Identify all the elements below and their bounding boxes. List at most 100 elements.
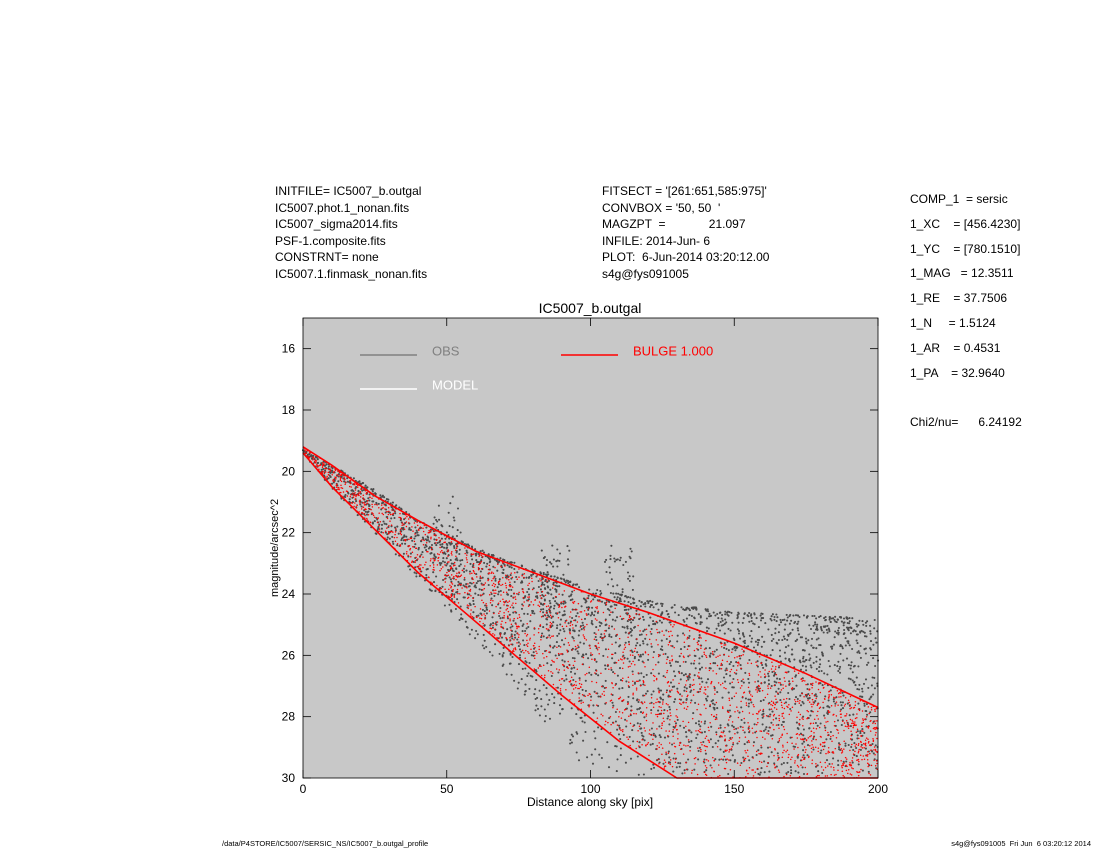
obs-point <box>343 480 346 483</box>
obs-point <box>823 672 826 675</box>
obs-point <box>612 585 615 588</box>
bulge-point <box>731 745 733 748</box>
obs-point <box>582 597 585 600</box>
obs-point <box>661 648 664 652</box>
obs-point <box>558 611 561 614</box>
bulge-point <box>581 663 584 666</box>
obs-point <box>543 720 546 723</box>
obs-point <box>524 683 527 686</box>
bulge-point <box>572 664 575 667</box>
bulge-point <box>600 713 602 715</box>
bulge-point <box>526 633 529 636</box>
bulge-point <box>815 728 818 730</box>
bulge-point <box>440 568 443 570</box>
bulge-point <box>841 751 844 753</box>
header-left-line: IC5007_sigma2014.fits <box>275 217 398 231</box>
bulge-point <box>575 680 577 683</box>
obs-point <box>841 691 844 694</box>
bulge-point <box>828 690 831 692</box>
bulge-point <box>603 636 605 639</box>
obs-point <box>536 595 539 598</box>
obs-point <box>810 644 813 647</box>
obs-point <box>710 725 713 728</box>
bulge-point <box>688 630 691 632</box>
obs-point <box>595 660 598 663</box>
bulge-point <box>689 673 691 676</box>
bulge-point <box>842 764 844 767</box>
obs-point <box>786 619 789 622</box>
obs-point <box>864 709 867 713</box>
obs-point <box>673 700 676 703</box>
obs-point <box>836 719 840 722</box>
obs-point <box>436 520 439 523</box>
bulge-point <box>545 650 548 652</box>
bulge-point <box>745 704 748 706</box>
bulge-point <box>794 700 797 703</box>
bulge-point <box>749 698 752 701</box>
bulge-point <box>827 709 830 712</box>
obs-point <box>750 637 754 640</box>
obs-point <box>475 559 478 562</box>
obs-point <box>683 769 686 772</box>
obs-point <box>563 613 566 616</box>
bulge-point <box>661 747 664 749</box>
obs-point <box>624 718 627 721</box>
obs-point <box>355 500 358 503</box>
obs-point <box>799 694 802 697</box>
obs-point <box>626 620 629 623</box>
bulge-point <box>847 722 849 724</box>
bulge-point <box>770 668 773 670</box>
obs-point <box>492 622 495 625</box>
bulge-point <box>750 662 753 665</box>
bulge-point <box>833 720 836 723</box>
bulge-point <box>339 478 342 480</box>
obs-point <box>502 558 505 561</box>
obs-point <box>406 538 409 541</box>
bulge-point <box>492 624 494 627</box>
obs-point <box>621 625 624 628</box>
bulge-point <box>745 702 748 704</box>
bulge-point <box>561 677 564 680</box>
obs-point <box>806 754 809 757</box>
bulge-point <box>617 659 620 662</box>
bulge-point <box>760 682 763 684</box>
bulge-point <box>610 611 612 613</box>
bulge-point <box>396 536 398 539</box>
obs-point <box>468 544 471 547</box>
bulge-point <box>781 706 784 709</box>
bulge-point <box>669 763 671 766</box>
bulge-point <box>469 588 472 591</box>
bulge-point <box>671 634 673 637</box>
bulge-point <box>642 711 645 714</box>
obs-point <box>472 603 475 606</box>
bulge-point <box>725 745 727 747</box>
bulge-point <box>499 600 502 603</box>
obs-point <box>767 755 770 758</box>
obs-point <box>674 722 678 725</box>
bulge-point <box>676 690 679 693</box>
obs-point <box>723 642 726 645</box>
bulge-point <box>752 757 754 759</box>
bulge-point <box>574 686 577 689</box>
obs-point <box>873 676 876 679</box>
obs-point <box>869 624 872 627</box>
bulge-point <box>760 676 762 678</box>
bulge-point <box>483 587 486 590</box>
bulge-point <box>840 752 843 754</box>
bulge-point <box>722 707 724 710</box>
obs-point <box>784 657 787 660</box>
bulge-point <box>333 470 335 473</box>
obs-point <box>446 543 449 547</box>
obs-point <box>719 726 722 729</box>
bulge-point <box>637 729 639 732</box>
bulge-point <box>572 627 574 629</box>
bulge-point <box>768 670 770 673</box>
obs-point <box>540 698 543 701</box>
obs-point <box>742 633 745 636</box>
obs-point <box>847 642 850 645</box>
bulge-point <box>528 652 530 654</box>
bulge-point <box>537 591 539 594</box>
obs-point <box>499 589 502 593</box>
obs-point <box>544 714 547 718</box>
bulge-point <box>668 641 671 644</box>
